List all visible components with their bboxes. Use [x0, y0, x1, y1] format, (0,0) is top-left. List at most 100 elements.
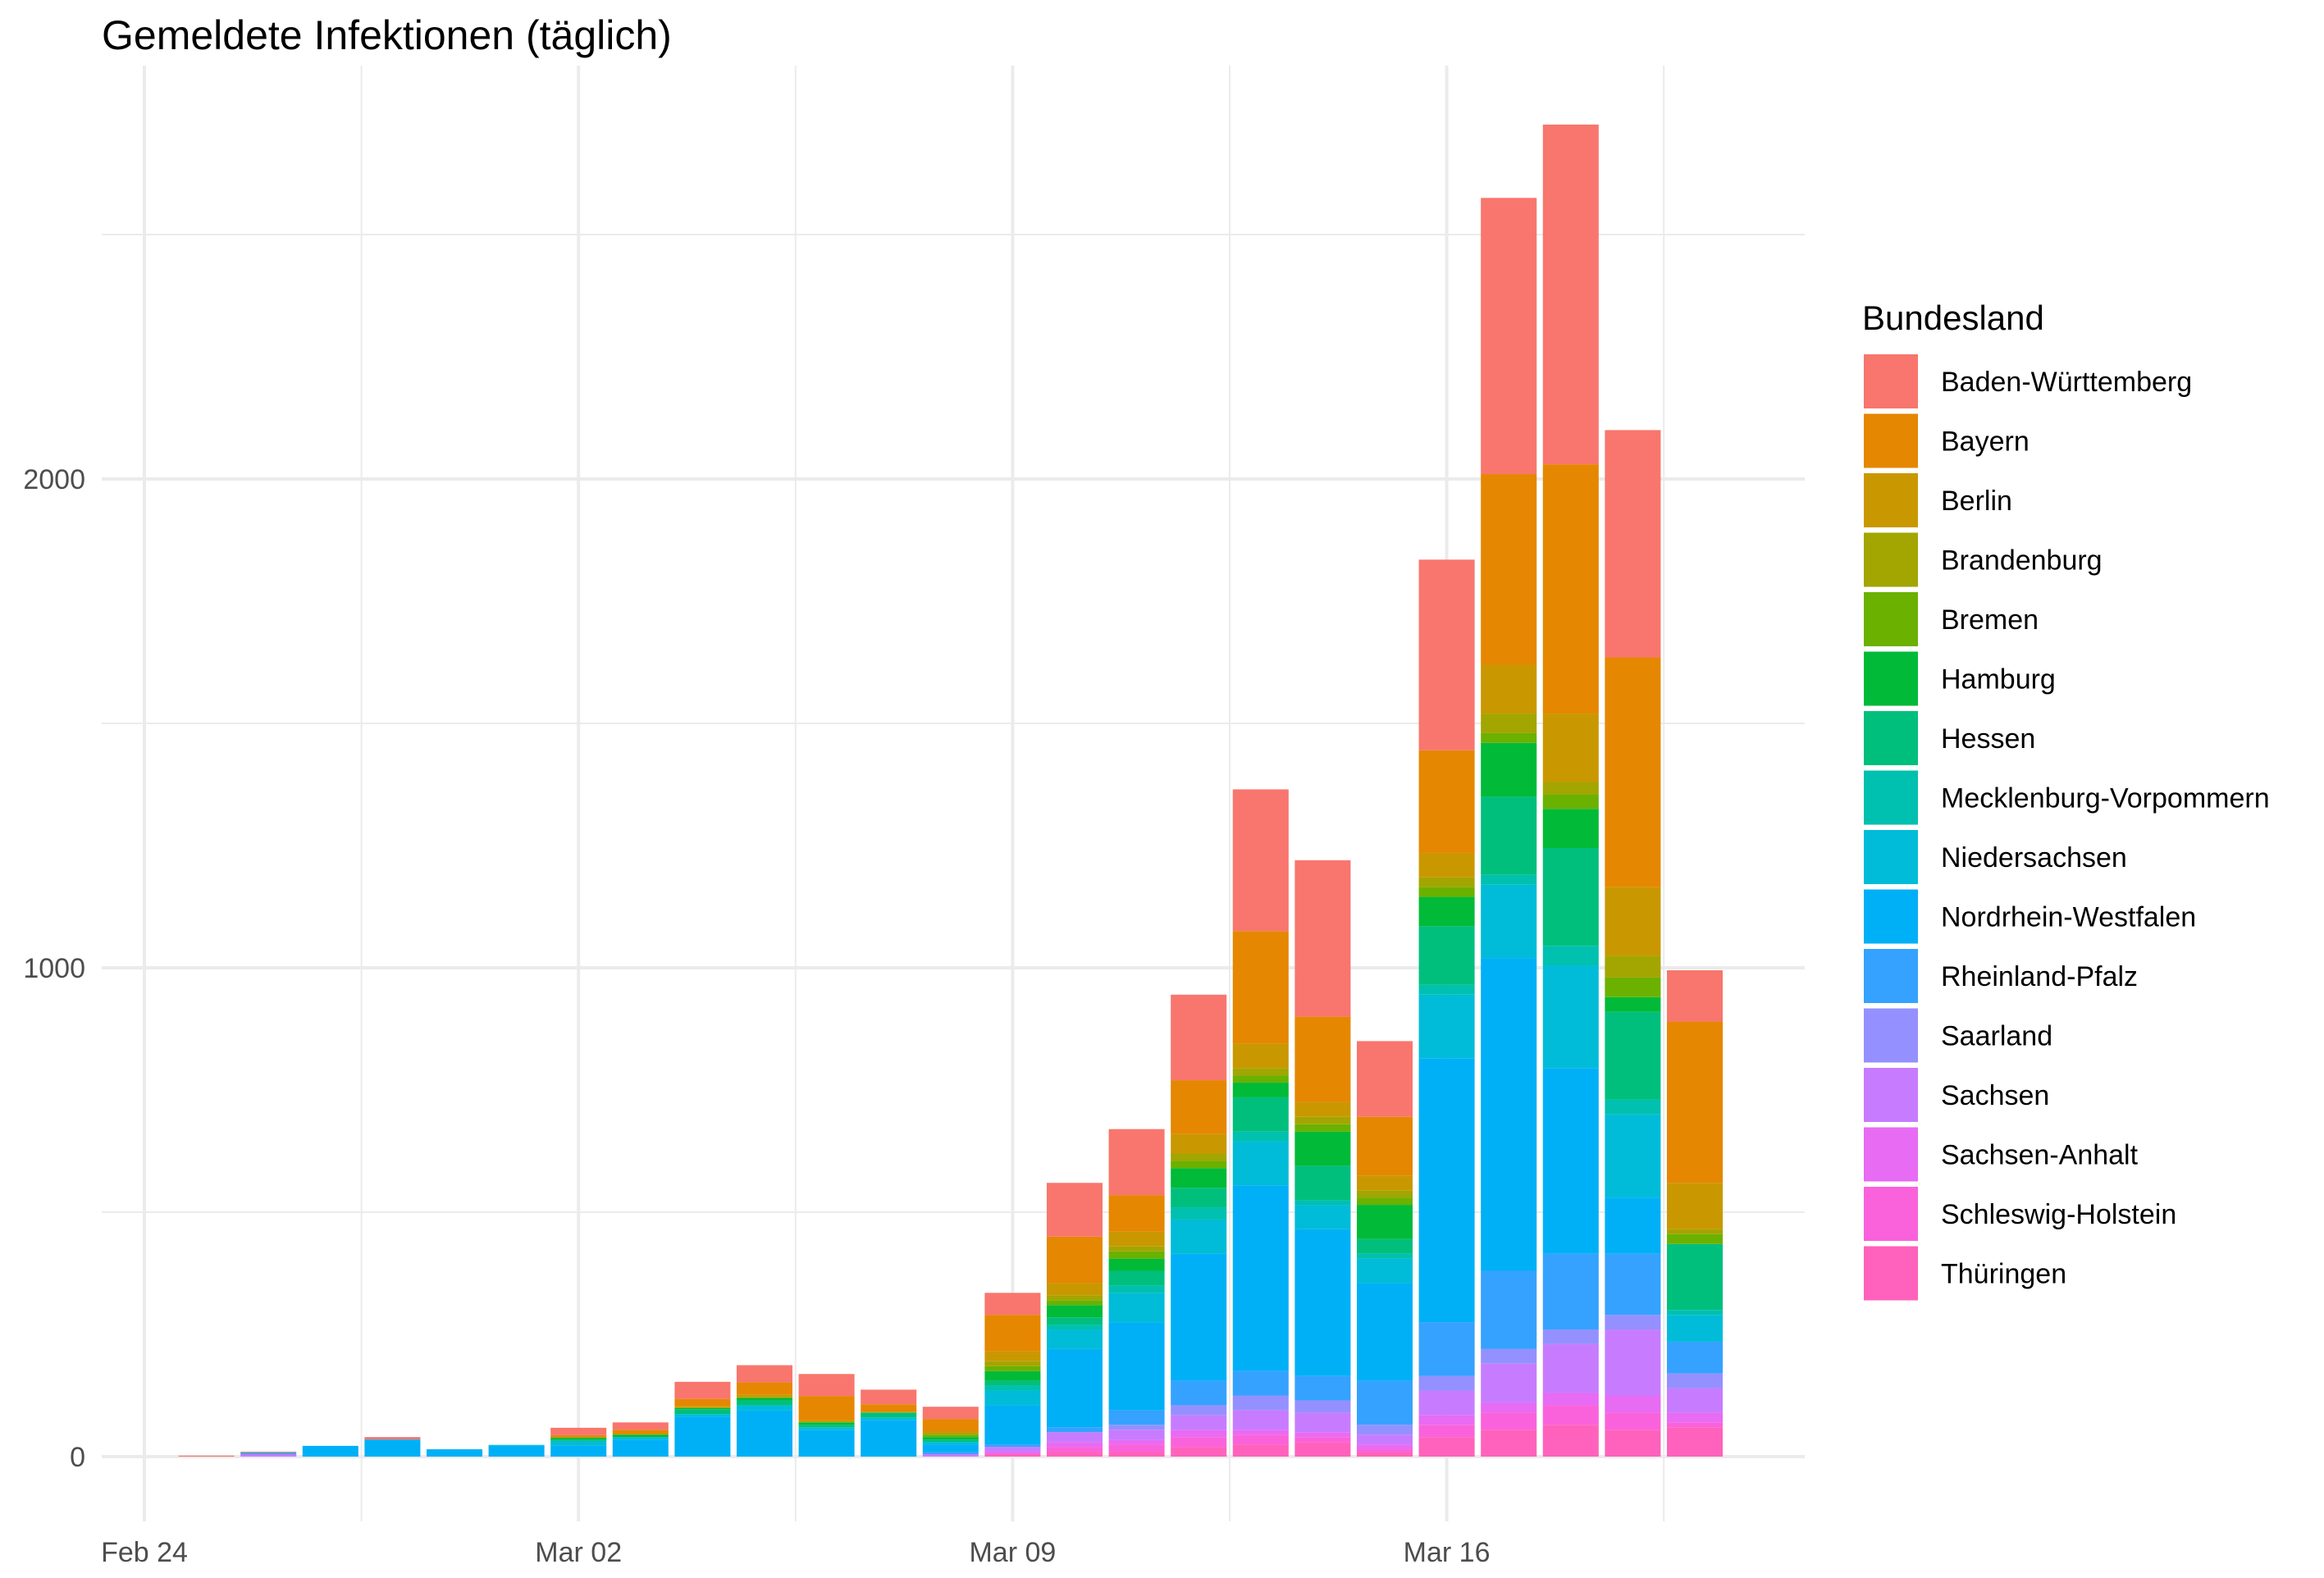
bar-segment: [984, 1380, 1041, 1386]
bar-segment: [922, 1439, 979, 1443]
bar-segment: [1356, 1253, 1413, 1259]
bar-segment: [1108, 1285, 1165, 1293]
bar-segment: [984, 1405, 1041, 1445]
bar-segment: [1481, 732, 1537, 743]
bar-segment: [1542, 809, 1599, 848]
bar-segment: [1605, 1197, 1661, 1254]
bar-segment: [1542, 1343, 1599, 1393]
bar-segment: [1418, 887, 1475, 897]
bar-segment: [674, 1407, 731, 1408]
bar-segment: [1356, 1380, 1413, 1425]
bar-segment: [1108, 1452, 1165, 1457]
bar-segment: [861, 1412, 917, 1418]
bar-segment: [1171, 1168, 1227, 1188]
bar-segment: [1171, 1380, 1227, 1406]
bar-segment: [674, 1398, 731, 1407]
bar-segment: [736, 1410, 793, 1457]
bar-segment: [1294, 1101, 1351, 1117]
bar-segment: [550, 1445, 607, 1457]
legend-key: [1864, 770, 1918, 825]
bar-segment: [550, 1427, 607, 1435]
bar-segment: [1418, 1437, 1475, 1457]
bar-segment: [1171, 1447, 1227, 1457]
bar-segment: [1666, 1422, 1724, 1428]
bar-segment: [1356, 1425, 1413, 1435]
bar-segment: [798, 1430, 855, 1457]
bar-segment: [1542, 965, 1599, 1069]
bar-segment: [612, 1439, 669, 1457]
legend-key: [1864, 1246, 1918, 1301]
bar-segment: [1481, 884, 1537, 959]
legend-key: [1864, 1187, 1918, 1241]
bar-segment: [1046, 1300, 1103, 1306]
bar-segment: [240, 1452, 297, 1453]
bar-segment: [1481, 198, 1537, 475]
bar-segment: [1108, 1430, 1165, 1440]
bar-segment: [1108, 1129, 1165, 1196]
legend-label: Mecklenburg-Vorpommern: [1941, 783, 2270, 814]
bar-segment: [1171, 1437, 1227, 1448]
bar-segment: [922, 1437, 979, 1440]
bar-segment: [1542, 782, 1599, 795]
bar-segment: [1481, 664, 1537, 714]
bar-segment: [922, 1444, 979, 1453]
bar-segment: [1542, 794, 1599, 810]
bar-segment: [1605, 1395, 1661, 1413]
bar-segment: [1666, 1021, 1724, 1184]
bar-segment: [1046, 1348, 1103, 1428]
bar-segment: [1171, 1430, 1227, 1438]
bar-segment: [1666, 1388, 1724, 1413]
bar-segment: [984, 1390, 1041, 1406]
bar-segment: [984, 1452, 1041, 1455]
bar-segment: [1294, 1205, 1351, 1229]
bar-segment: [1108, 1258, 1165, 1271]
bar-segment: [1232, 1370, 1289, 1396]
chart-title: Gemeldete Infektionen (täglich): [102, 12, 672, 58]
legend-key: [1864, 1008, 1918, 1063]
bar-segment: [488, 1444, 545, 1446]
bar-segment: [984, 1370, 1041, 1381]
bar-segment: [1171, 1133, 1227, 1154]
legend-key: [1864, 830, 1918, 884]
bar-segment: [240, 1453, 297, 1455]
bar-segment: [364, 1437, 421, 1440]
bar-segment: [1356, 1444, 1413, 1450]
legend-key: [1864, 473, 1918, 527]
bar-segment: [1418, 994, 1475, 1059]
bar-segment: [922, 1452, 979, 1455]
legend-label: Sachsen-Anhalt: [1941, 1140, 2139, 1171]
bar-segment: [1232, 1434, 1289, 1445]
legend-key: [1864, 711, 1918, 765]
bar-segment: [1666, 969, 1724, 1022]
bar-segment: [1418, 896, 1475, 927]
bar-segment: [1605, 1099, 1661, 1115]
bar-segment: [674, 1409, 731, 1415]
bar-segment: [426, 1449, 483, 1457]
bar-segment: [984, 1351, 1041, 1361]
bar-segment: [1108, 1444, 1165, 1453]
bar-segment: [1046, 1325, 1103, 1330]
bar-segment: [1232, 1097, 1289, 1132]
bar-segment: [1356, 1041, 1413, 1117]
bar-segment: [736, 1400, 793, 1406]
legend-label: Rheinland-Pfalz: [1941, 961, 2138, 992]
bar-segment: [1108, 1322, 1165, 1411]
bar-segment: [550, 1437, 607, 1440]
bar-segment: [1666, 1427, 1724, 1457]
bar-segment: [922, 1454, 979, 1457]
bar-segment: [1294, 1016, 1351, 1102]
bar-segment: [1666, 1412, 1724, 1423]
bar-segment: [1046, 1236, 1103, 1284]
legend-key: [1864, 651, 1918, 706]
bar-segment: [550, 1434, 607, 1438]
bar-segment: [798, 1427, 855, 1430]
bar-segment: [1232, 1131, 1289, 1142]
bar-segment: [736, 1397, 793, 1398]
bar-segment: [1294, 860, 1351, 1017]
bar-segment: [798, 1422, 855, 1425]
bar-segment: [612, 1437, 669, 1440]
legend-label: Baden-Württemberg: [1941, 367, 2192, 398]
bar-segment: [1356, 1283, 1413, 1381]
bar-segment: [1481, 1270, 1537, 1349]
